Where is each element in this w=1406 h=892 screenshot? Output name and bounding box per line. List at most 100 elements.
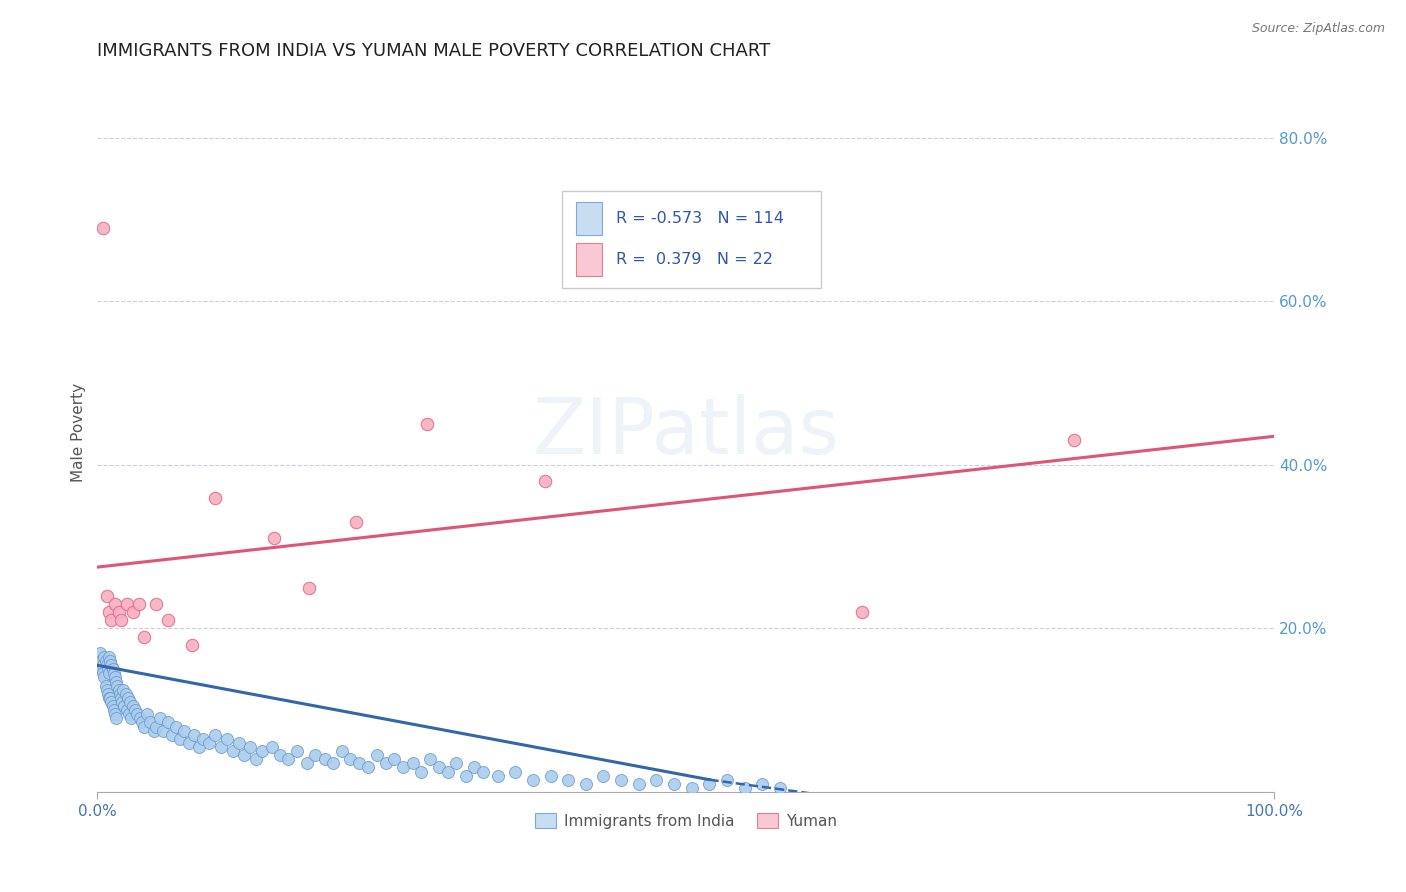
Point xyxy=(134,720,156,734)
Bar xyxy=(576,202,602,235)
Point xyxy=(104,671,127,685)
Point xyxy=(98,654,121,668)
Point xyxy=(295,756,318,771)
Point xyxy=(416,417,439,431)
Point xyxy=(402,756,425,771)
Point xyxy=(269,748,291,763)
Point xyxy=(101,662,124,676)
Point xyxy=(173,723,195,738)
Point xyxy=(298,581,321,595)
Point xyxy=(540,769,562,783)
Point xyxy=(382,752,405,766)
Point xyxy=(409,764,432,779)
Point xyxy=(104,597,127,611)
Point xyxy=(347,756,370,771)
Text: R =  0.379   N = 22: R = 0.379 N = 22 xyxy=(616,252,773,267)
Point xyxy=(101,699,124,714)
Point xyxy=(89,646,111,660)
Point xyxy=(610,772,633,787)
Point xyxy=(263,532,285,546)
Point xyxy=(131,715,153,730)
Point xyxy=(142,723,165,738)
Point xyxy=(145,597,167,611)
Point xyxy=(180,638,202,652)
Point xyxy=(103,666,125,681)
Point xyxy=(96,589,118,603)
Bar xyxy=(576,244,602,276)
Point xyxy=(94,654,117,668)
Point xyxy=(198,736,221,750)
Point xyxy=(662,777,685,791)
Point xyxy=(118,707,141,722)
Point xyxy=(446,756,468,771)
Point xyxy=(114,687,136,701)
Text: ZIPatlas: ZIPatlas xyxy=(533,394,839,470)
Point xyxy=(91,220,114,235)
Point xyxy=(128,597,150,611)
Point xyxy=(96,682,118,697)
Point xyxy=(179,736,201,750)
Point xyxy=(156,715,179,730)
Point xyxy=(260,739,283,754)
Point xyxy=(239,739,262,754)
Point xyxy=(115,703,138,717)
Point xyxy=(111,695,134,709)
Point xyxy=(228,736,250,750)
Point xyxy=(314,752,336,766)
Point xyxy=(124,703,146,717)
Point xyxy=(100,695,122,709)
Point xyxy=(627,777,650,791)
Point xyxy=(437,764,460,779)
Point xyxy=(94,679,117,693)
Point xyxy=(575,777,598,791)
Point xyxy=(751,777,773,791)
Point xyxy=(105,711,128,725)
Point xyxy=(121,605,143,619)
Point xyxy=(366,748,388,763)
Point xyxy=(374,756,396,771)
Point xyxy=(128,711,150,725)
Point xyxy=(165,720,187,734)
Point xyxy=(121,711,143,725)
Point xyxy=(187,739,209,754)
FancyBboxPatch shape xyxy=(562,191,821,288)
Point xyxy=(145,720,167,734)
Point xyxy=(392,760,415,774)
Point xyxy=(117,690,139,705)
Point xyxy=(716,772,738,787)
Point xyxy=(98,690,121,705)
Point xyxy=(98,605,121,619)
Point xyxy=(98,666,121,681)
Point xyxy=(103,703,125,717)
Point xyxy=(322,756,344,771)
Point xyxy=(135,707,157,722)
Point xyxy=(98,690,121,705)
Point xyxy=(734,780,756,795)
Point xyxy=(522,772,544,787)
Point xyxy=(304,748,326,763)
Point xyxy=(160,728,183,742)
Point xyxy=(127,707,149,722)
Point xyxy=(115,597,138,611)
Point xyxy=(110,613,132,627)
Point xyxy=(277,752,299,766)
Point xyxy=(215,731,238,746)
Point xyxy=(107,682,129,697)
Point xyxy=(427,760,450,774)
Point xyxy=(851,605,873,619)
Point xyxy=(96,658,118,673)
Point xyxy=(344,515,367,529)
Point xyxy=(592,769,614,783)
Point xyxy=(120,695,142,709)
Point xyxy=(454,769,477,783)
Point xyxy=(681,780,703,795)
Point xyxy=(533,475,555,489)
Point xyxy=(134,630,156,644)
Point xyxy=(104,707,127,722)
Point xyxy=(91,658,114,673)
Point xyxy=(121,699,143,714)
Point xyxy=(108,687,131,701)
Y-axis label: Male Poverty: Male Poverty xyxy=(72,383,86,482)
Point xyxy=(769,780,792,795)
Point xyxy=(233,748,256,763)
